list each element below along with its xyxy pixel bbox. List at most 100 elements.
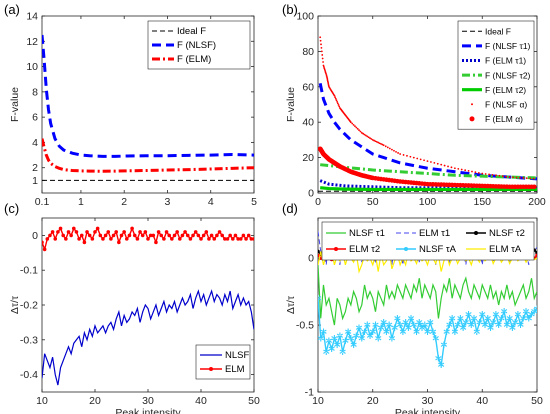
- data-point: [335, 99, 338, 102]
- legend: NLSF τ1 ELM τ1 NLSF τ2 ELM τ2 NLSF τA ELM τA: [321, 221, 535, 261]
- data-point-marker: ✲: [426, 317, 434, 327]
- data-point-marker: ✲: [451, 327, 459, 337]
- data-point-marker: [244, 237, 248, 241]
- panel-label: (b): [282, 2, 298, 17]
- legend-sample: [471, 103, 473, 106]
- data-point-marker: [103, 233, 108, 238]
- data-point-marker: ✲: [435, 354, 443, 364]
- data-point-marker: ✲: [487, 323, 495, 333]
- data-point: [436, 162, 439, 165]
- data-point-marker: [151, 233, 156, 238]
- y-tick-label: -0.4: [20, 369, 38, 381]
- data-point-marker: ✲: [377, 323, 385, 333]
- y-tick-label: 80: [302, 46, 314, 58]
- y-axis-label: F-value: [285, 87, 297, 122]
- data-point-marker: ✲: [421, 320, 429, 330]
- data-point-marker: [138, 230, 142, 234]
- x-tick-label: 50: [367, 196, 379, 208]
- data-point-marker: [228, 233, 232, 238]
- data-point-marker: ✲: [511, 317, 519, 327]
- data-point: [491, 173, 494, 176]
- data-point: [370, 138, 373, 140]
- data-point-marker: [146, 237, 150, 241]
- data-point-marker: [185, 233, 190, 238]
- data-point-marker: [64, 237, 68, 241]
- data-point-marker: ✲: [320, 327, 328, 337]
- data-point-marker: [148, 233, 153, 238]
- data-point: [447, 165, 449, 168]
- data-point: [440, 163, 443, 166]
- data-point: [320, 50, 323, 53]
- legend: Ideal F F (NLSF) F (ELM): [147, 20, 251, 70]
- data-point: [366, 135, 369, 138]
- data-point-marker: ✲: [364, 320, 372, 330]
- data-point: [399, 153, 402, 155]
- legend-label: NLSF: [225, 350, 249, 361]
- data-point-marker: ✲: [347, 333, 355, 343]
- data-point-marker: ✲: [388, 333, 396, 343]
- data-point-marker: [42, 240, 44, 245]
- data-point-marker: [87, 233, 92, 238]
- data-point-marker: ✲: [503, 320, 511, 330]
- y-tick-label: 2: [32, 162, 38, 174]
- data-point: [358, 129, 360, 132]
- data-point-marker: ✲: [358, 333, 366, 343]
- data-point-marker: ✲: [383, 327, 391, 337]
- data-point-marker: ✲: [396, 320, 404, 330]
- series-line-0: [42, 289, 254, 386]
- series-line-4: [318, 298, 537, 368]
- data-point: [464, 169, 467, 172]
- data-point: [381, 143, 384, 146]
- data-point: [391, 148, 393, 151]
- data-point: [529, 177, 532, 180]
- data-point-marker: [135, 237, 140, 241]
- panel-label: (d): [282, 201, 298, 216]
- data-point-marker: ✲: [399, 327, 407, 337]
- data-point: [380, 142, 382, 145]
- legend-label: F (ELM τ1): [485, 56, 526, 66]
- data-point: [337, 104, 340, 106]
- data-point-marker: ✲: [344, 327, 352, 337]
- data-point-marker: [196, 233, 201, 238]
- data-point: [481, 172, 484, 175]
- data-point-marker: [252, 237, 254, 241]
- data-point-marker: ✲: [385, 320, 393, 330]
- legend: NLSF ELM: [195, 344, 251, 380]
- data-point-marker: [79, 233, 84, 238]
- data-point-marker: ✲: [314, 293, 322, 303]
- x-tick-label: 50: [248, 395, 260, 407]
- data-point-marker: [69, 233, 73, 238]
- panel-b: 0 50 100 150 200 0 20 40 60 80 100 F-value (b) Ideal …: [282, 2, 546, 208]
- x-tick-label: 20: [89, 395, 101, 407]
- y-tick-label: 0: [308, 188, 314, 200]
- data-point-marker: [122, 230, 126, 234]
- data-point-marker: [61, 233, 65, 238]
- y-tick-label: 6: [32, 112, 38, 124]
- data-point: [467, 169, 470, 172]
- data-point: [450, 166, 453, 169]
- data-point: [334, 96, 337, 99]
- data-point-marker: [236, 237, 240, 241]
- data-point-marker: ✲: [437, 360, 445, 370]
- data-point-marker: [193, 230, 198, 234]
- data-point: [360, 131, 363, 134]
- data-point: [333, 94, 336, 97]
- data-point-marker: ✲: [402, 317, 410, 327]
- y-tick-label: 60: [302, 81, 314, 93]
- data-point-marker: [66, 230, 71, 234]
- data-point-marker: ✲: [443, 327, 451, 337]
- data-point-marker: ✲: [509, 323, 517, 333]
- legend-label: ELM τ2: [349, 244, 380, 255]
- data-point-marker: ✲: [498, 313, 506, 323]
- data-point: [412, 156, 415, 159]
- data-point: [531, 184, 537, 190]
- data-point-marker: ✲: [500, 307, 508, 317]
- data-point: [402, 154, 405, 156]
- data-point-marker: ✲: [462, 317, 470, 327]
- data-point: [352, 123, 355, 126]
- data-point-marker: ✲: [530, 307, 538, 317]
- data-point-marker: ✲: [446, 320, 454, 330]
- data-point-marker: [172, 233, 177, 238]
